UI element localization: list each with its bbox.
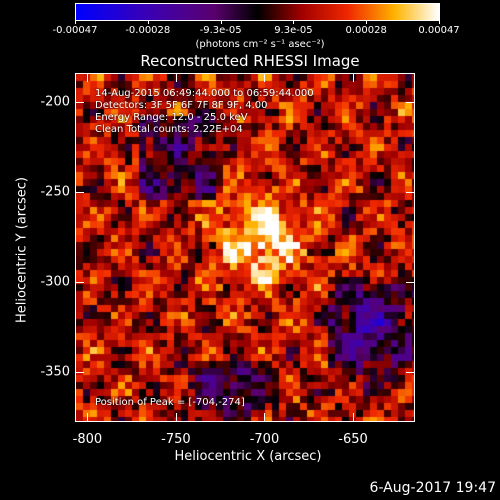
plot-timestamp: 6-Aug-2017 19:47 [369, 480, 496, 496]
colorbar-tick [75, 20, 76, 24]
y-tick [76, 281, 84, 283]
x-tick [175, 413, 177, 421]
colorbar-tick-label: -0.00047 [52, 25, 98, 36]
peak-position-label: Position of Peak = [-704,-274] [95, 397, 245, 408]
x-tick [264, 413, 266, 421]
colorbar-tick-label: 9.3e-05 [274, 25, 313, 36]
colorbar-tick [439, 20, 440, 24]
x-tick [353, 413, 355, 421]
y-tick-label: -250 [40, 184, 70, 200]
colorbar-tick [293, 20, 295, 24]
detectors-label: Detectors: 3F 5F 6F 7F 8F 9F, 4.00 [95, 100, 268, 111]
x-tick-label: -650 [338, 432, 368, 447]
x-tick [264, 74, 266, 82]
heatmap-image [76, 74, 414, 421]
colorbar-tick-label: -9.3e-05 [199, 25, 242, 36]
x-tick [353, 74, 355, 82]
colorbar-tick [366, 20, 368, 24]
colorbar-tick-label: 0.00047 [418, 25, 460, 36]
clean-counts-label: Clean Total counts: 2.22E+04 [95, 124, 243, 135]
x-axis-label: Heliocentric X (arcsec) [174, 449, 322, 464]
y-tick [76, 191, 84, 193]
y-tick [406, 191, 414, 193]
y-tick [406, 371, 414, 373]
colorbar-tick [147, 20, 149, 24]
colorbar-units: (photons cm⁻² s⁻¹ asec⁻²) [195, 39, 325, 50]
y-tick-label: -300 [40, 274, 70, 290]
plot-title: Reconstructed RHESSI Image [140, 52, 360, 70]
plot-area [75, 73, 415, 422]
colorbar-tick-label: 0.00028 [345, 25, 387, 36]
x-tick-label: -800 [72, 432, 103, 447]
colorbar [75, 3, 440, 21]
y-tick-label: -200 [40, 94, 70, 110]
x-tick [175, 74, 177, 82]
x-tick [87, 413, 89, 421]
y-tick [406, 101, 414, 103]
time-range-label: 14-Aug-2015 06:49:44.000 to 06:59:44.000 [95, 88, 314, 99]
x-tick-label: -700 [249, 432, 280, 447]
y-axis-label: Heliocentric Y (arcsec) [14, 177, 30, 323]
x-tick [87, 74, 89, 82]
x-tick-label: -750 [161, 432, 191, 447]
y-tick [76, 371, 84, 373]
y-tick [76, 101, 84, 103]
energy-range-label: Energy Range: 12.0 - 25.0 keV [95, 112, 248, 123]
y-tick [406, 281, 414, 283]
colorbar-tick [220, 20, 222, 24]
y-tick-label: -350 [40, 364, 70, 380]
colorbar-tick-label: -0.00028 [125, 25, 171, 36]
